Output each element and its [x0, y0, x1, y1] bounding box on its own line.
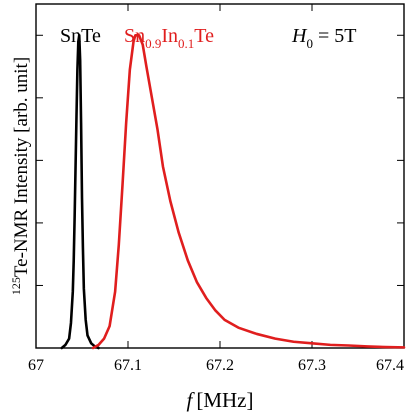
y-axis-ticks	[36, 34, 404, 349]
series-line-sn-in-te	[91, 33, 406, 350]
field-sub: 0	[306, 36, 313, 51]
series-layer	[60, 33, 406, 350]
series-line-snte	[60, 33, 100, 350]
x-tick-label: 67.3	[298, 357, 326, 374]
legend-sub-in: 0.1	[178, 36, 194, 51]
x-tick-label: 67.4	[376, 357, 404, 374]
field-h: H	[291, 25, 308, 47]
legend-part-te: Te	[194, 25, 214, 47]
plot-frame	[35, 3, 405, 349]
x-tick-label: 67.2	[206, 357, 234, 374]
x-axis-label-unit: [MHz]	[196, 388, 253, 412]
legend-part-in: In	[161, 25, 178, 47]
field-label: H0 = 5T	[291, 25, 356, 51]
x-tick-label: 67	[28, 357, 44, 374]
y-axis-label-sup: 125	[9, 277, 23, 295]
x-axis-label-var: f	[187, 388, 196, 412]
x-axis-ticks: 67 67.1 67.2 67.3 67.4	[28, 4, 405, 374]
legend-label-sn-in-te: Sn0.9In0.1Te	[124, 25, 214, 51]
legend-label-sntE: SnTe	[60, 25, 101, 47]
legend-part-sn: Sn	[124, 25, 145, 47]
y-axis-label: 125Te-NMR Intensity [arb. unit]	[9, 57, 32, 295]
x-axis-label: f [MHz]	[187, 388, 254, 412]
y-axis-label-main: Te-NMR Intensity [arb. unit]	[11, 57, 32, 277]
field-value: = 5T	[313, 25, 357, 47]
legend-sub-sn: 0.9	[145, 36, 161, 51]
x-tick-label: 67.1	[114, 357, 142, 374]
